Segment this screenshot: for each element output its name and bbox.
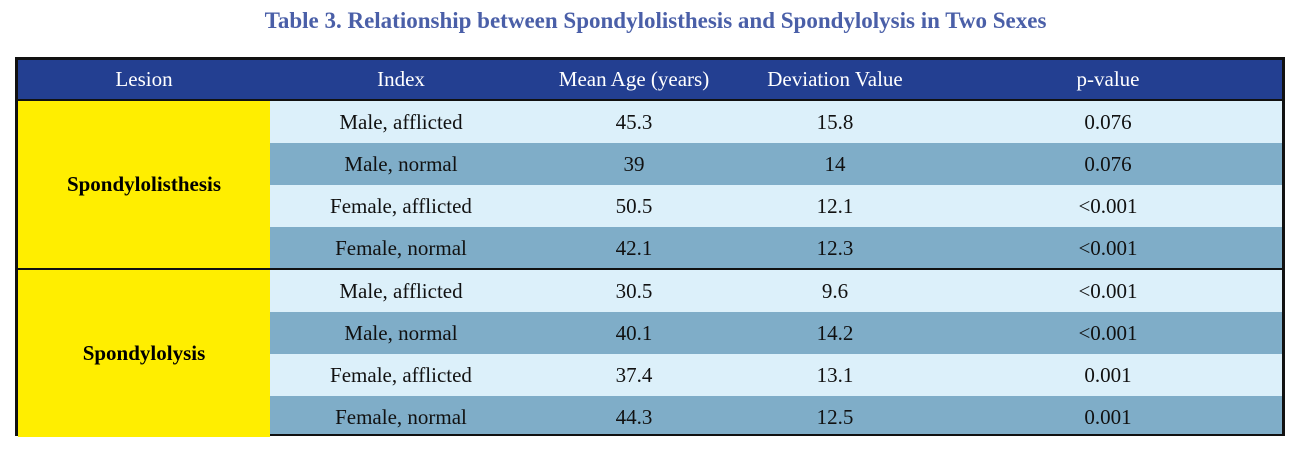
deviation-cell: 12.1 bbox=[816, 194, 854, 218]
lesion-cell: Spondylolisthesis bbox=[18, 101, 270, 268]
mean-age-cell: 42.1 bbox=[615, 236, 653, 260]
table-row: Female, afflicted 37.4 13.1 0.001 bbox=[270, 354, 1282, 396]
p-value-cell: 0.076 bbox=[1084, 152, 1132, 176]
data-table: Lesion Index Mean Age (years) Deviation … bbox=[15, 57, 1285, 437]
index-cell: Male, afflicted bbox=[339, 279, 463, 303]
header-p-value: p-value bbox=[1076, 67, 1140, 91]
index-cell: Female, afflicted bbox=[330, 194, 472, 218]
deviation-cell: 15.8 bbox=[816, 110, 854, 134]
p-value-cell: <0.001 bbox=[1078, 321, 1138, 345]
mean-age-cell: 37.4 bbox=[615, 363, 653, 387]
header-deviation: Deviation Value bbox=[767, 67, 903, 91]
table-row: Female, normal 44.3 12.5 0.001 bbox=[270, 396, 1282, 434]
deviation-cell: 12.3 bbox=[816, 236, 854, 260]
p-value-cell: 0.076 bbox=[1084, 110, 1132, 134]
deviation-cell: 14 bbox=[824, 152, 846, 176]
mean-age-cell: 40.1 bbox=[615, 321, 653, 345]
p-value-cell: <0.001 bbox=[1078, 236, 1138, 260]
p-value-cell: 0.001 bbox=[1084, 363, 1132, 387]
mean-age-cell: 30.5 bbox=[615, 279, 653, 303]
header-index: Index bbox=[377, 67, 425, 91]
group-divider bbox=[18, 268, 1282, 270]
index-cell: Female, normal bbox=[335, 236, 467, 260]
index-cell: Male, normal bbox=[344, 321, 458, 345]
lesion-group-spondylolisthesis: Spondylolisthesis Male, afflicted 45.3 1… bbox=[18, 101, 1282, 268]
lesion-group-spondylolysis: Spondylolysis Male, afflicted 30.5 9.6 <… bbox=[18, 270, 1282, 437]
p-value-cell: <0.001 bbox=[1078, 194, 1138, 218]
lesion-cell: Spondylolysis bbox=[18, 270, 270, 437]
header-mean-age: Mean Age (years) bbox=[558, 67, 710, 91]
mean-age-cell: 45.3 bbox=[615, 110, 653, 134]
table-row: Male, afflicted 30.5 9.6 <0.001 bbox=[270, 270, 1282, 312]
p-value-cell: 0.001 bbox=[1084, 405, 1132, 429]
mean-age-cell: 50.5 bbox=[615, 194, 653, 218]
deviation-cell: 9.6 bbox=[821, 279, 849, 303]
index-cell: Male, normal bbox=[344, 152, 458, 176]
table-row: Female, normal 42.1 12.3 <0.001 bbox=[270, 227, 1282, 268]
table-row: Male, afflicted 45.3 15.8 0.076 bbox=[270, 101, 1282, 143]
header-lesion: Lesion bbox=[115, 67, 173, 91]
index-cell: Male, afflicted bbox=[339, 110, 463, 134]
table-header-row: Lesion Index Mean Age (years) Deviation … bbox=[18, 60, 1282, 101]
table-row: Male, normal 40.1 14.2 <0.001 bbox=[270, 312, 1282, 354]
index-cell: Female, afflicted bbox=[330, 363, 472, 387]
deviation-cell: 12.5 bbox=[816, 405, 854, 429]
deviation-cell: 13.1 bbox=[816, 363, 854, 387]
table-row: Female, afflicted 50.5 12.1 <0.001 bbox=[270, 185, 1282, 227]
mean-age-cell: 39 bbox=[623, 152, 645, 176]
table-title: Table 3. Relationship between Spondyloli… bbox=[264, 8, 1047, 33]
deviation-cell: 14.2 bbox=[816, 321, 854, 345]
index-cell: Female, normal bbox=[335, 405, 467, 429]
p-value-cell: <0.001 bbox=[1078, 279, 1138, 303]
mean-age-cell: 44.3 bbox=[615, 405, 653, 429]
table-row: Male, normal 39 14 0.076 bbox=[270, 143, 1282, 185]
